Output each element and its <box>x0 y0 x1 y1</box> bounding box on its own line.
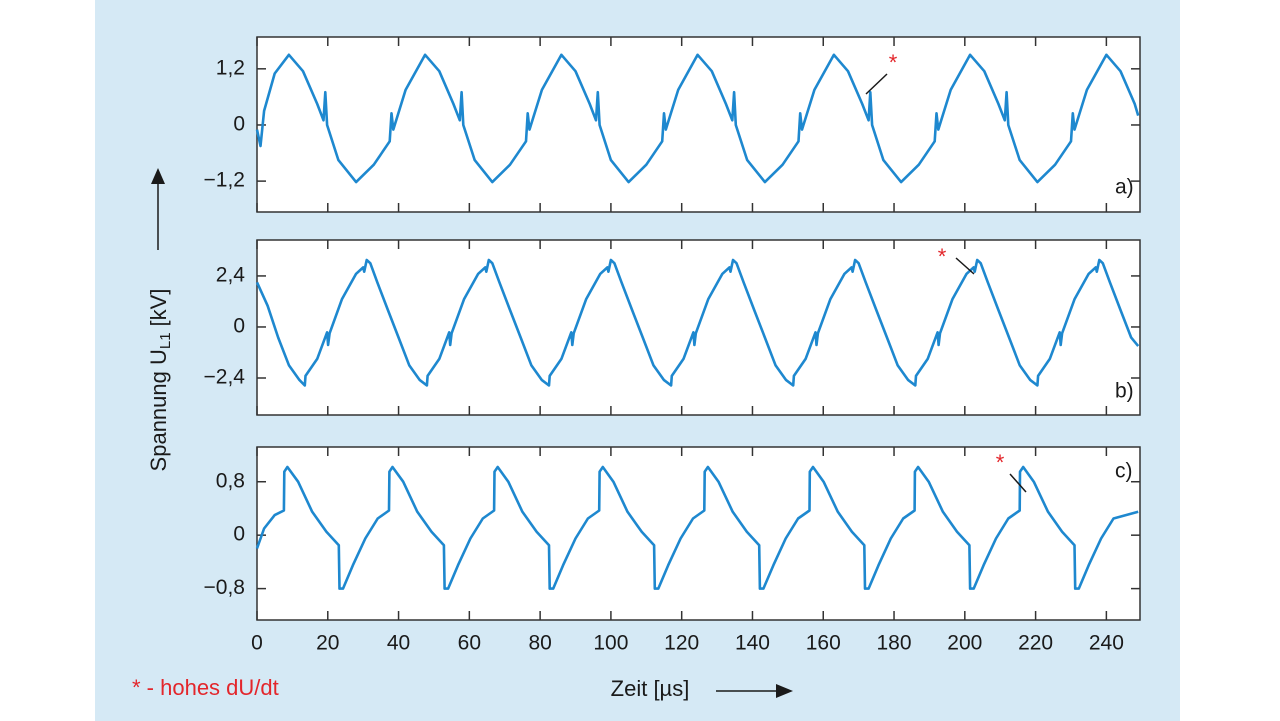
x-tick-label: 220 <box>1018 632 1053 655</box>
annotation: * <box>889 50 898 75</box>
y-tick-label: 0,8 <box>216 469 245 492</box>
annotation-leader <box>1009 473 1027 493</box>
annotation-leader <box>955 257 975 275</box>
x-tick-label: 60 <box>458 632 481 655</box>
x-tick-label: 40 <box>387 632 410 655</box>
plot-area <box>256 446 1141 621</box>
y-axis-label: Spannung UL1 [kV] <box>146 289 174 472</box>
annotation: * <box>996 450 1005 475</box>
y-tick-label: −2,4 <box>204 366 246 389</box>
footnote: * - hohes dU/dt <box>132 675 279 700</box>
y-tick-label: −1,2 <box>204 169 245 192</box>
x-tick-label: 100 <box>593 632 628 655</box>
x-tick-label: 80 <box>528 632 551 655</box>
x-tick-label: 120 <box>664 632 699 655</box>
y-tick-label: 0 <box>233 315 245 338</box>
x-tick-label: 240 <box>1089 632 1124 655</box>
x-tick-label: 140 <box>735 632 770 655</box>
panel-label: b) <box>1115 380 1134 403</box>
x-tick-label: 160 <box>806 632 841 655</box>
annotation: * <box>938 244 947 269</box>
y-tick-label: 2,4 <box>216 263 246 286</box>
x-tick-label: 20 <box>316 632 339 655</box>
x-tick-label: 0 <box>251 632 263 655</box>
y-tick-label: 1,2 <box>216 56 245 79</box>
panel-label: c) <box>1115 460 1133 483</box>
x-tick-label: 200 <box>947 632 982 655</box>
y-label-main: Spannung U <box>146 349 171 471</box>
signal-line <box>255 465 1139 590</box>
y-arrow-head <box>151 168 165 184</box>
y-tick-label: −0,8 <box>204 576 245 599</box>
x-tick-label: 180 <box>877 632 912 655</box>
y-tick-label: 0 <box>233 113 245 136</box>
signal-line <box>255 53 1140 184</box>
y-label-sub: L1 <box>157 332 174 349</box>
panel-label: a) <box>1115 176 1134 199</box>
plot-area <box>256 36 1141 213</box>
signal-line <box>255 258 1140 387</box>
x-arrow-head <box>776 684 793 698</box>
x-axis-label: Zeit [µs] <box>611 676 690 701</box>
y-tick-label: 0 <box>233 523 245 546</box>
annotation-leader <box>865 73 888 95</box>
y-label-unit: [kV] <box>146 289 171 327</box>
